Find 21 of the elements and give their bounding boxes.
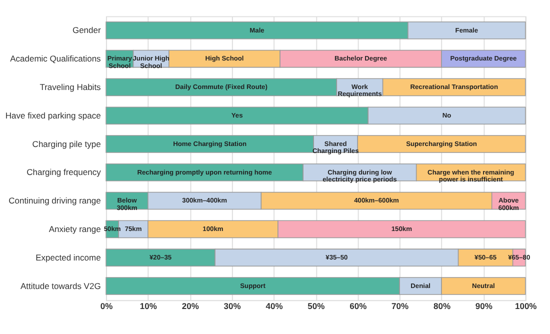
- y-tick-label: Charging pile type: [32, 138, 102, 149]
- y-tick-label: Attitude towards V2G: [20, 280, 101, 291]
- x-tick-label: 70%: [392, 301, 409, 312]
- x-tick-label: 80%: [433, 301, 451, 312]
- x-tick-label: 30%: [224, 301, 242, 312]
- y-tick-label: Charging frequency: [26, 167, 102, 178]
- x-tick-label: 60%: [350, 301, 368, 312]
- x-tick-label: 40%: [266, 301, 284, 312]
- y-tick-label: Continuing driving range: [8, 196, 102, 206]
- y-tick-label: Expected income: [36, 252, 102, 262]
- x-tick-label: 90%: [475, 301, 493, 312]
- y-tick-label: Anxiety range: [48, 224, 102, 234]
- x-tick-label: 20%: [182, 301, 200, 312]
- y-tick-label: Have fixed parking space: [5, 110, 102, 120]
- x-tick-label: 100%: [514, 301, 538, 312]
- x-tick-label: 10%: [140, 301, 158, 312]
- x-tick-label: 0%: [100, 301, 114, 312]
- x-tick-label: 50%: [308, 301, 326, 312]
- y-tick-label: Academic Qualifications: [10, 54, 101, 64]
- y-tick-label: Traveling Habits: [40, 82, 101, 92]
- y-tick-label: Gender: [72, 25, 101, 36]
